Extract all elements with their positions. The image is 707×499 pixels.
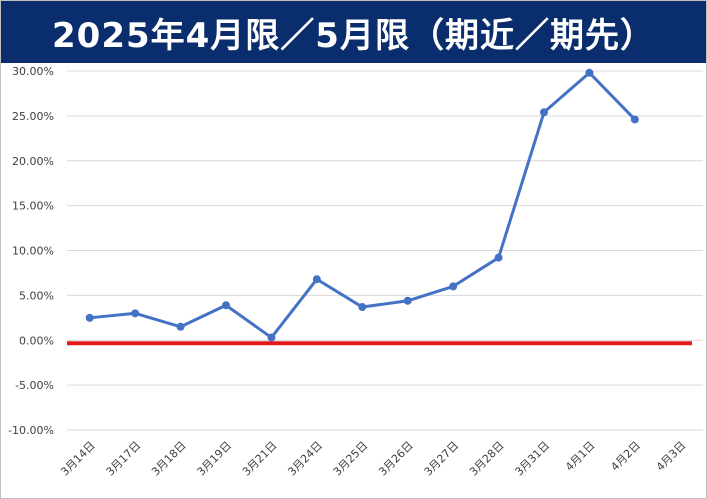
data-point	[449, 282, 458, 291]
x-tick-label: 3月19日	[195, 439, 235, 479]
x-tick-label: 3月21日	[240, 439, 280, 479]
x-tick-label: 3月25日	[331, 439, 371, 479]
data-point	[222, 301, 230, 310]
data-point	[630, 115, 639, 124]
data-point	[312, 275, 321, 284]
data-point	[358, 303, 367, 312]
chart-title: 2025年4月限／5月限（期近／期先）	[1, 1, 706, 63]
x-tick-label: 3月26日	[376, 439, 416, 479]
y-tick-label: 30.00%	[12, 65, 54, 78]
x-tick-label: 3月14日	[58, 439, 98, 479]
x-tick-label: 3月18日	[149, 439, 189, 479]
y-tick-label: 20.00%	[12, 155, 54, 168]
x-tick-label: 3月17日	[104, 439, 144, 479]
data-point	[585, 68, 594, 77]
data-point	[131, 309, 140, 318]
x-tick-label: 4月2日	[608, 439, 643, 474]
data-point	[403, 296, 412, 305]
data-point	[540, 108, 548, 117]
y-tick-label: 25.00%	[12, 110, 54, 123]
x-tick-label: 3月27日	[422, 439, 462, 479]
x-tick-label: 3月28日	[467, 439, 507, 479]
y-tick-label: -10.00%	[8, 424, 54, 437]
y-tick-label: -5.00%	[15, 379, 54, 392]
data-point	[176, 322, 185, 331]
data-point	[267, 333, 276, 342]
data-point	[85, 313, 94, 322]
x-tick-label: 3月24日	[285, 439, 325, 479]
x-tick-label: 3月31日	[513, 439, 553, 479]
x-tick-label: 4月3日	[654, 439, 689, 474]
y-tick-label: 0.00%	[19, 334, 54, 347]
x-tick-label: 4月1日	[563, 439, 598, 474]
y-tick-label: 15.00%	[12, 200, 54, 213]
y-tick-label: 5.00%	[19, 289, 54, 302]
data-point	[494, 253, 503, 262]
y-tick-label: 10.00%	[12, 245, 54, 258]
